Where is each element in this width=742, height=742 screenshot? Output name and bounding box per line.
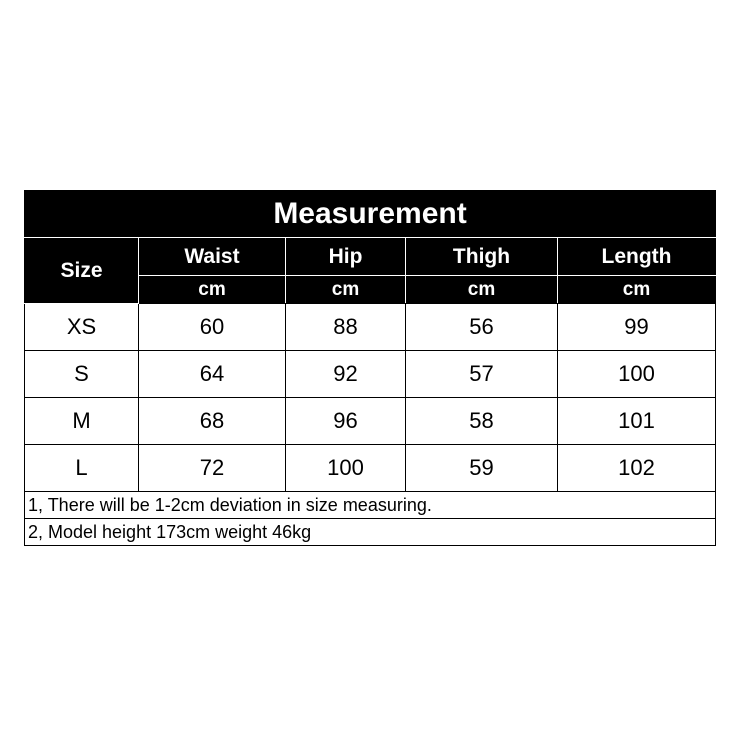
table-row: M 68 96 58 101 xyxy=(24,397,717,445)
cell-length: 100 xyxy=(556,350,717,398)
cell-waist: 72 xyxy=(138,444,286,492)
cell-size: S xyxy=(24,350,139,398)
cell-length: 102 xyxy=(556,444,717,492)
cell-hip: 100 xyxy=(285,444,406,492)
table-row: XS 60 88 56 99 xyxy=(24,303,717,351)
cell-size: L xyxy=(24,444,139,492)
column-header-waist: Waist xyxy=(138,237,286,276)
table-row: S 64 92 57 100 xyxy=(24,350,717,398)
cell-thigh: 59 xyxy=(405,444,558,492)
table-row: L 72 100 59 102 xyxy=(24,444,717,492)
cell-length: 99 xyxy=(556,303,717,351)
cell-waist: 64 xyxy=(138,350,286,398)
unit-length: cm xyxy=(556,275,717,304)
table-title: Measurement xyxy=(23,190,717,238)
cell-thigh: 57 xyxy=(405,350,558,398)
note-2: 2, Model height 173cm weight 46kg xyxy=(23,518,717,546)
size-header: Size xyxy=(24,237,139,304)
cell-hip: 92 xyxy=(285,350,406,398)
unit-waist: cm xyxy=(138,275,286,304)
cell-thigh: 58 xyxy=(405,397,558,445)
measurement-table: Measurement Size Waist Hip Thigh Length … xyxy=(23,190,717,546)
cell-size: XS xyxy=(24,303,139,351)
column-header-thigh: Thigh xyxy=(405,237,558,276)
cell-waist: 68 xyxy=(138,397,286,445)
cell-hip: 96 xyxy=(285,397,406,445)
column-header-length: Length xyxy=(556,237,717,276)
cell-waist: 60 xyxy=(138,303,286,351)
cell-hip: 88 xyxy=(285,303,406,351)
cell-thigh: 56 xyxy=(405,303,558,351)
note-1: 1, There will be 1-2cm deviation in size… xyxy=(23,491,717,519)
unit-thigh: cm xyxy=(405,275,558,304)
unit-hip: cm xyxy=(285,275,406,304)
column-header-hip: Hip xyxy=(285,237,406,276)
cell-length: 101 xyxy=(556,397,717,445)
cell-size: M xyxy=(24,397,139,445)
